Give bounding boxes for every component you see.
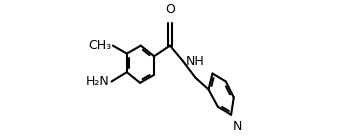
Text: N: N: [233, 120, 242, 133]
Text: O: O: [165, 3, 175, 16]
Text: CH₃: CH₃: [88, 39, 111, 52]
Text: NH: NH: [185, 55, 204, 68]
Text: H₂N: H₂N: [86, 75, 109, 88]
